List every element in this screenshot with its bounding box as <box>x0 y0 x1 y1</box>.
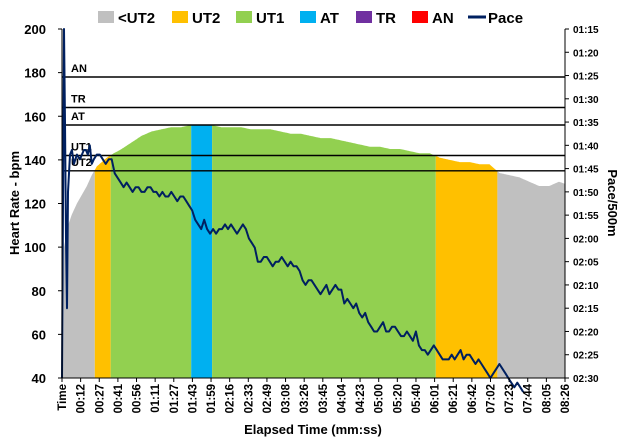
y-tick-label: 80 <box>32 284 46 299</box>
y2-tick-label: 01:40 <box>573 141 599 152</box>
y2-tick-label: 01:55 <box>573 211 599 222</box>
x-tick-label: 06:21 <box>448 383 460 413</box>
x-tick-label: 05:40 <box>411 384 423 413</box>
threshold-label-at: AT <box>71 111 85 123</box>
legend-label-below-ut2: <UT2 <box>118 10 155 27</box>
legend-label-tr: TR <box>376 10 396 27</box>
y2-tick-label: 02:05 <box>573 258 599 269</box>
x-tick-label: 08:05 <box>541 383 553 413</box>
x-tick-label: 02:33 <box>243 384 255 413</box>
zone-area-ut1-2 <box>110 125 192 378</box>
x-tick-label: 00:27 <box>94 384 106 413</box>
legend-swatch-below-ut2 <box>98 11 114 23</box>
y-tick-label: 180 <box>24 66 46 81</box>
zone-area-below-ut2-6 <box>497 171 565 378</box>
y2-tick-label: 01:45 <box>573 165 599 176</box>
zone-area-ut2-1 <box>94 155 111 378</box>
legend-swatch-tr <box>356 11 372 23</box>
legend-swatch-ut1 <box>236 11 252 23</box>
x-axis-title: Elapsed Time (mm:ss) <box>244 422 382 437</box>
zone-areas <box>62 125 565 378</box>
x-tick-label: 05:20 <box>392 384 404 413</box>
y-tick-label: 40 <box>32 371 46 386</box>
y-tick-label: 120 <box>24 197 46 212</box>
y2-tick-label: 02:25 <box>573 351 599 362</box>
y2-tick-label: 02:30 <box>573 374 599 385</box>
x-tick-label: 06:42 <box>467 384 479 413</box>
y2-tick-label: 02:00 <box>573 234 599 245</box>
y2-axis-title: Pace/500m <box>605 169 620 236</box>
y2-tick-label: 01:20 <box>573 48 599 59</box>
y-tick-label: 140 <box>24 153 46 168</box>
x-axis-ticks: Time 00:12 00:27 00:41 00:56 01:11 01:27 01:43 0… <box>57 378 572 413</box>
pace-series <box>61 28 525 393</box>
legend-label-ut1: UT1 <box>256 10 284 27</box>
y2-tick-label: 01:30 <box>573 95 599 106</box>
zone-area-ut2-5 <box>435 155 498 378</box>
x-tick-label: 07:23 <box>504 384 516 413</box>
y-tick-label: 160 <box>24 109 46 124</box>
threshold-label-tr: TR <box>71 94 86 106</box>
zone-area-ut1-4 <box>212 125 436 378</box>
y-tick-label: 200 <box>24 22 46 37</box>
x-tick-label: 03:08 <box>281 383 293 413</box>
x-tick-label: 02:49 <box>262 384 274 413</box>
zone-area-at-3 <box>191 125 213 378</box>
x-tick-label: 01:27 <box>169 384 181 413</box>
x-tick-label: 04:23 <box>355 384 367 413</box>
legend-swatch-ut2 <box>172 11 188 23</box>
x-tick-label: 00:12 <box>76 384 88 413</box>
legend-label-an: AN <box>432 10 454 27</box>
x-tick-label: 06:01 <box>430 383 442 413</box>
legend-swatch-at <box>300 11 316 23</box>
x-tick-label: 05:00 <box>374 384 386 413</box>
legend-label-at: AT <box>320 10 339 27</box>
x-tick-label: 07:44 <box>523 383 535 413</box>
x-tick-label: 04:04 <box>336 383 348 413</box>
y2-tick-label: 02:15 <box>573 304 599 315</box>
y-axis-title: Heart Rate - bpm <box>7 151 22 255</box>
y2-tick-label: 02:20 <box>573 327 599 338</box>
x-tick-label: 02:16 <box>225 384 237 413</box>
left-axis-ticks: 40 60 80 100 120 140 160 180 200 <box>24 22 62 386</box>
x-tick-label: 01:43 <box>187 384 199 413</box>
x-tick-label: 01:11 <box>150 383 162 412</box>
threshold-label-an: AN <box>71 63 87 75</box>
y2-tick-label: 02:10 <box>573 281 599 292</box>
legend-label-pace: Pace <box>488 10 523 27</box>
zone-area-below-ut2-0 <box>62 169 95 378</box>
x-tick-label: 00:41 <box>113 383 125 413</box>
y2-tick-label: 01:15 <box>573 25 599 36</box>
x-tick-label: 01:59 <box>206 384 218 413</box>
legend-swatch-an <box>412 11 428 23</box>
right-axis-ticks: 02:30 02:25 02:20 02:15 02:10 02:05 02:00 01:55… <box>565 25 599 385</box>
x-tick-label: 03:26 <box>299 384 311 413</box>
y2-tick-label: 01:25 <box>573 72 599 83</box>
y2-tick-label: 01:50 <box>573 188 599 199</box>
y2-tick-label: 01:35 <box>573 118 599 129</box>
x-tick-label: 07:02 <box>486 384 498 413</box>
legend: <UT2 UT2 UT1 AT TR AN Pace <box>98 10 523 27</box>
x-tick-label: 00:56 <box>132 384 144 413</box>
x-tick-label: Time <box>57 384 69 411</box>
legend-label-ut2: UT2 <box>192 10 220 27</box>
pace-line <box>61 28 525 393</box>
y-tick-label: 100 <box>24 240 46 255</box>
x-tick-label: 03:45 <box>318 383 330 413</box>
x-tick-label: 08:26 <box>560 384 572 413</box>
y-tick-label: 60 <box>32 327 46 342</box>
